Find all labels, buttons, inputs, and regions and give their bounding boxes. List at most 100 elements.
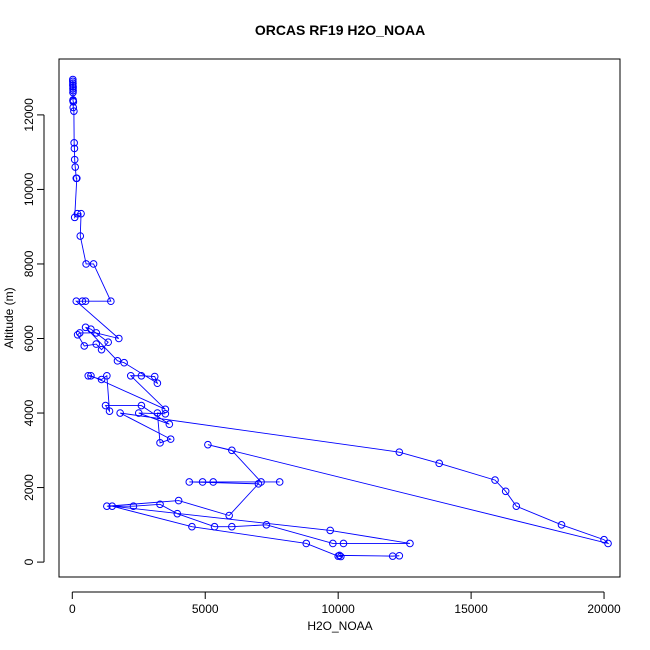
data-point [173, 509, 182, 518]
data-point [76, 232, 85, 240]
data-point [81, 323, 90, 332]
data-point [302, 539, 311, 548]
data-point [73, 330, 82, 339]
data-point [210, 522, 219, 531]
data-point [92, 329, 101, 337]
data-point [150, 372, 159, 381]
y-axis-label: Altitude (m) [2, 287, 16, 348]
data-point [604, 539, 612, 548]
data-point [334, 552, 342, 560]
data-point [70, 144, 79, 153]
data-point [228, 522, 236, 531]
data-point [107, 297, 115, 306]
data-point [87, 325, 95, 333]
data-point [435, 459, 444, 468]
data-point [161, 405, 170, 414]
data-point [116, 409, 124, 417]
data-point [209, 478, 218, 486]
data-point [204, 440, 212, 449]
data-point [87, 371, 95, 380]
data-point [103, 502, 111, 510]
data-layer [69, 75, 612, 561]
data-point [103, 371, 111, 380]
x-tick-label: 20000 [587, 602, 621, 616]
data-point [262, 521, 271, 529]
data-point [153, 409, 162, 417]
data-point [129, 502, 138, 510]
y-axis: 0 2000 4000 6000 8000 10000 12000 [22, 98, 45, 565]
y-tick-label: 0 [22, 558, 36, 565]
data-point [339, 539, 348, 548]
data-point [557, 521, 566, 529]
data-point [81, 297, 90, 306]
data-point [73, 174, 81, 183]
y-tick-label: 8000 [22, 250, 36, 277]
data-point [137, 371, 146, 380]
x-axis: 0 5000 10000 15000 20000 [69, 591, 621, 616]
data-point [97, 375, 106, 384]
data-point [69, 88, 77, 97]
data-point [166, 435, 175, 443]
data-point [126, 371, 135, 380]
data-point [501, 487, 510, 496]
data-point [92, 340, 101, 348]
data-point [70, 107, 78, 115]
chart-title: ORCAS RF19 H2O_NOAA [255, 22, 425, 38]
data-point [77, 209, 85, 218]
plot-frame [58, 58, 621, 578]
data-point [153, 379, 162, 388]
data-point [174, 496, 183, 505]
series-line [72, 79, 610, 558]
y-tick-label: 2000 [22, 474, 36, 501]
y-tick-label: 12000 [22, 98, 36, 132]
data-point [82, 260, 90, 268]
data-point [97, 345, 106, 354]
data-point [188, 522, 196, 531]
x-axis-label: H2O_NOAA [307, 619, 372, 633]
data-point [72, 297, 81, 306]
data-point [89, 260, 98, 268]
data-point [165, 420, 174, 429]
data-point [80, 342, 89, 350]
y-tick-label: 10000 [22, 172, 36, 206]
data-point [225, 511, 233, 520]
data-point [395, 551, 404, 560]
data-point [198, 478, 207, 486]
data-point [105, 407, 114, 415]
data-point [161, 409, 170, 418]
data-point [137, 401, 146, 410]
data-point [104, 338, 112, 347]
data-point [84, 371, 93, 380]
data-point [275, 478, 284, 486]
data-point [101, 401, 110, 410]
data-point [70, 139, 78, 147]
data-point [73, 209, 82, 218]
y-tick-label: 6000 [22, 325, 36, 352]
data-point [185, 478, 194, 486]
data-point [329, 539, 337, 548]
x-tick-label: 10000 [321, 602, 355, 616]
data-point [406, 539, 414, 548]
data-point [326, 526, 334, 535]
data-point [134, 409, 143, 417]
data-point [69, 103, 78, 112]
data-point [491, 476, 499, 484]
data-point [108, 502, 116, 510]
data-point [254, 480, 263, 488]
data-point [156, 500, 164, 509]
data-point [512, 502, 521, 510]
x-tick-label: 0 [69, 602, 76, 616]
data-point [71, 163, 80, 171]
data-point [69, 98, 78, 106]
data-point [70, 155, 79, 164]
data-point [75, 329, 84, 337]
data-point [337, 552, 345, 561]
data-point [113, 357, 122, 365]
y-tick-label: 4000 [22, 399, 36, 426]
data-point [228, 446, 236, 455]
x-tick-label: 5000 [192, 602, 219, 616]
data-point [156, 439, 164, 447]
data-point [395, 448, 404, 456]
data-point [120, 358, 128, 367]
